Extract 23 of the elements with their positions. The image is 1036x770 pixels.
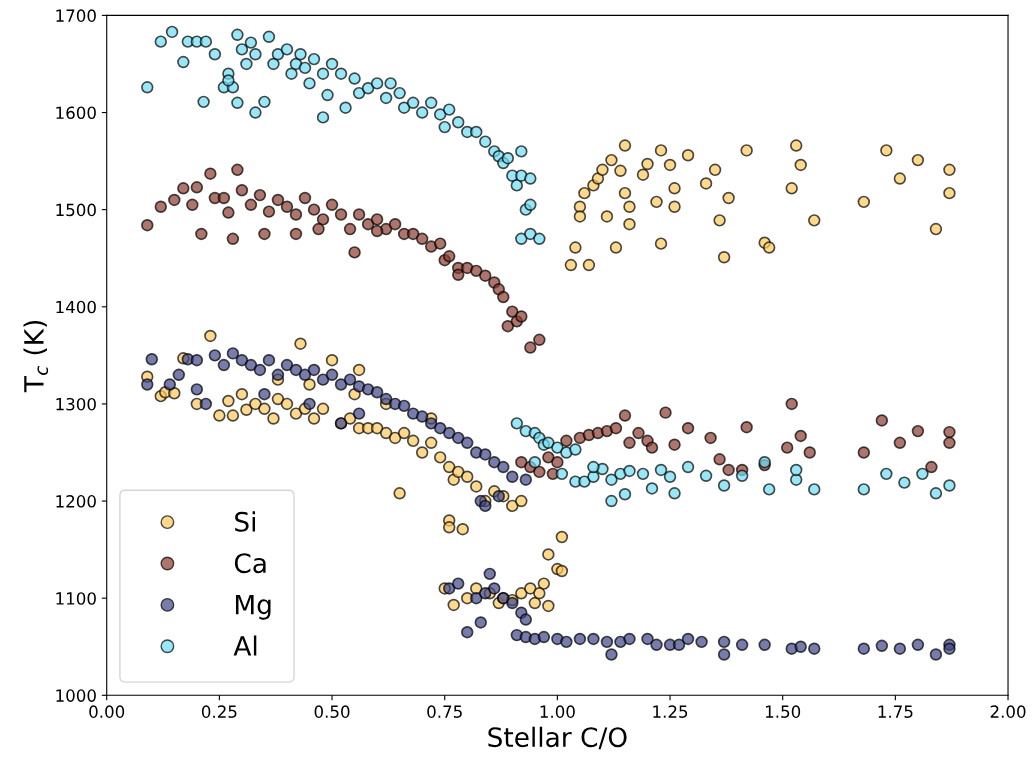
x-tick-label: 1.50: [765, 705, 801, 718]
x-tick-label: 2.00: [990, 705, 1026, 718]
legend-label: Mg: [235, 594, 271, 620]
y-tick-label: 1400: [56, 300, 96, 314]
y-axis-title: T$_{c}$ (K): [23, 320, 49, 393]
y-tick-label: 1600: [56, 106, 96, 120]
y-tick-label: 1300: [56, 397, 96, 411]
x-tick-label: 0.00: [89, 705, 125, 718]
x-tick-label: 0.25: [201, 705, 237, 718]
y-tick-label: 1000: [56, 689, 96, 702]
x-tick-label: 0.50: [314, 705, 350, 718]
y-tick-label: 1700: [56, 9, 96, 22]
x-tick-label: 1.00: [540, 705, 575, 718]
y-tick-label: 1100: [56, 592, 96, 605]
legend-label: Al: [233, 635, 257, 656]
legend-label: Ca: [234, 553, 266, 574]
x-axis-title: Stellar C/O: [488, 726, 627, 750]
x-tick-label: 0.75: [427, 705, 462, 718]
y-tick-label: 1200: [56, 495, 96, 508]
legend-label: Si: [235, 511, 255, 532]
x-tick-label: 1.25: [653, 705, 688, 718]
x-tick-label: 1.75: [878, 705, 913, 718]
y-tick-label: 1500: [56, 203, 96, 217]
